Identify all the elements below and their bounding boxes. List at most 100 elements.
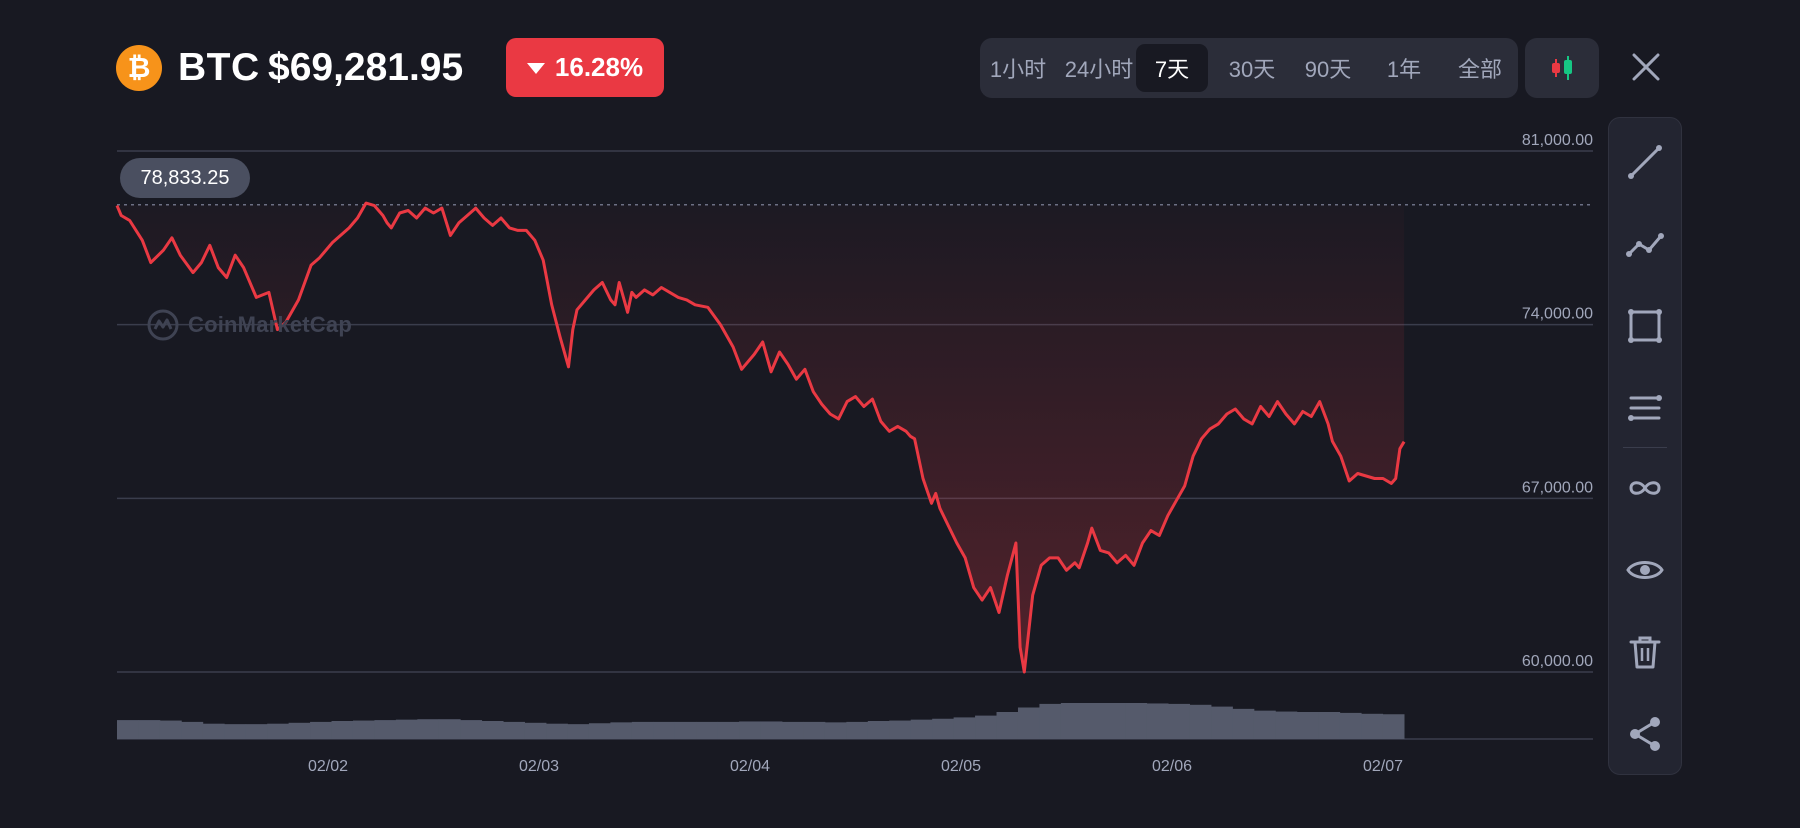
price-change-value: 16.28%	[554, 52, 644, 82]
volume-bar	[932, 718, 955, 739]
volume-bar	[267, 723, 290, 739]
range-tab-all[interactable]: 全部	[1457, 57, 1502, 82]
range-tab-1y[interactable]: 1年	[1386, 57, 1422, 82]
volume-bar	[1017, 707, 1040, 739]
visibility-tool[interactable]	[1621, 546, 1669, 594]
volume-bar	[674, 721, 697, 739]
x-tick-label: 02/03	[519, 758, 559, 775]
volume-bar	[1189, 704, 1212, 739]
volume-bar	[117, 720, 139, 739]
price-line	[115, 201, 1406, 674]
volume-bar	[803, 721, 826, 739]
rectangle-icon	[1628, 309, 1662, 343]
range-tab-1h[interactable]: 1小时	[989, 57, 1047, 82]
volume-bar	[867, 721, 890, 739]
volume-bar	[374, 720, 397, 739]
share-tool[interactable]	[1621, 710, 1669, 758]
volume-bar	[1082, 703, 1105, 739]
candlestick-toggle-button[interactable]	[1525, 38, 1599, 98]
y-tick-label: 60,000.00	[1522, 653, 1593, 670]
watermark-text: CoinMarketCap	[188, 312, 352, 337]
trash-icon	[1629, 636, 1661, 669]
price-change-badge: 16.28%	[506, 38, 664, 97]
polyline-tool[interactable]	[1621, 220, 1669, 268]
volume-bar	[1339, 712, 1362, 739]
volume-bar	[395, 719, 418, 739]
time-range-selector: 1小时 24小时 7天 30天 90天 1年 全部	[980, 38, 1518, 98]
coin-price: $69,281.95	[268, 46, 464, 89]
infinity-tool[interactable]	[1621, 464, 1669, 512]
coin-symbol: BTC	[178, 46, 260, 89]
volume-bar	[1039, 703, 1062, 739]
volume-bar	[438, 719, 461, 739]
volume-bar	[782, 721, 804, 739]
range-tab-24h[interactable]: 24小时	[1064, 57, 1134, 82]
volume-bar	[696, 721, 719, 739]
close-icon	[1632, 53, 1660, 81]
caret-down-icon	[526, 63, 545, 74]
infinity-icon	[1629, 481, 1661, 495]
close-button[interactable]	[1625, 46, 1667, 88]
share-icon	[1630, 717, 1660, 751]
drawing-toolbar	[1608, 117, 1682, 775]
volume-bar	[1296, 712, 1319, 739]
rectangle-tool[interactable]	[1621, 302, 1669, 350]
volume-bar	[352, 720, 375, 739]
y-tick-label: 67,000.00	[1522, 479, 1593, 496]
volume-bar	[288, 722, 311, 739]
volume-bar	[138, 720, 161, 739]
volume-bar	[1146, 703, 1169, 739]
parallel-lines-tool[interactable]	[1621, 384, 1669, 432]
high-price-label: 78,833.25	[120, 158, 250, 198]
x-tick-label: 02/05	[941, 758, 981, 775]
volume-bar	[503, 721, 525, 739]
volume-bar	[1125, 703, 1148, 739]
volume-bar	[953, 717, 976, 739]
y-tick-label: 81,000.00	[1522, 132, 1593, 149]
candlestick-icon	[1552, 56, 1572, 80]
volume-bar	[717, 721, 740, 739]
volume-bar	[310, 721, 332, 739]
volume-bar	[331, 721, 354, 739]
volume-bar	[202, 723, 225, 739]
range-tab-30d[interactable]: 30天	[1228, 57, 1276, 82]
range-tab-7d[interactable]: 7天	[1136, 44, 1208, 92]
volume-bar	[417, 719, 440, 739]
volume-bar	[159, 720, 182, 739]
volume-bar	[1275, 711, 1298, 739]
x-tick-label: 02/07	[1363, 758, 1403, 775]
price-chart[interactable]: 81,000.00 74,000.00 67,000.00 60,000.00 02/0…	[0, 0, 1600, 800]
toolbar-divider	[1623, 447, 1667, 448]
bitcoin-logo-icon: ₿	[116, 45, 162, 91]
volume-bar	[1253, 710, 1276, 739]
volume-bar	[546, 723, 568, 739]
volume-bar	[1168, 703, 1190, 739]
volume-bar	[1361, 713, 1384, 739]
volume-bar	[588, 723, 611, 739]
volume-bar	[889, 720, 912, 739]
volume-bar	[567, 724, 590, 739]
volume-bar	[181, 721, 204, 739]
delete-tool[interactable]	[1621, 628, 1669, 676]
parallel-lines-icon	[1628, 395, 1662, 421]
coinmarketcap-logo-icon	[147, 309, 179, 341]
price-area-fill	[117, 203, 1405, 672]
volume-bar	[524, 722, 547, 739]
volume-bar	[1318, 712, 1341, 739]
volume-bar	[481, 721, 504, 739]
x-tick-label: 02/06	[1152, 758, 1192, 775]
range-tab-90d[interactable]: 90天	[1304, 57, 1352, 82]
volume-bar	[910, 719, 933, 739]
volume-bar	[245, 724, 268, 739]
polyline-icon	[1626, 233, 1664, 257]
volume-bar	[996, 712, 1019, 739]
volume-bar	[824, 722, 847, 739]
volume-bar	[224, 724, 247, 739]
volume-bar	[739, 721, 761, 739]
trend-line-tool[interactable]	[1621, 138, 1669, 186]
volume-bar	[1232, 708, 1255, 739]
y-tick-label: 74,000.00	[1522, 306, 1593, 323]
volume-bar	[1103, 703, 1126, 739]
volume-bar	[1060, 703, 1083, 739]
volume-bar	[1382, 714, 1405, 739]
